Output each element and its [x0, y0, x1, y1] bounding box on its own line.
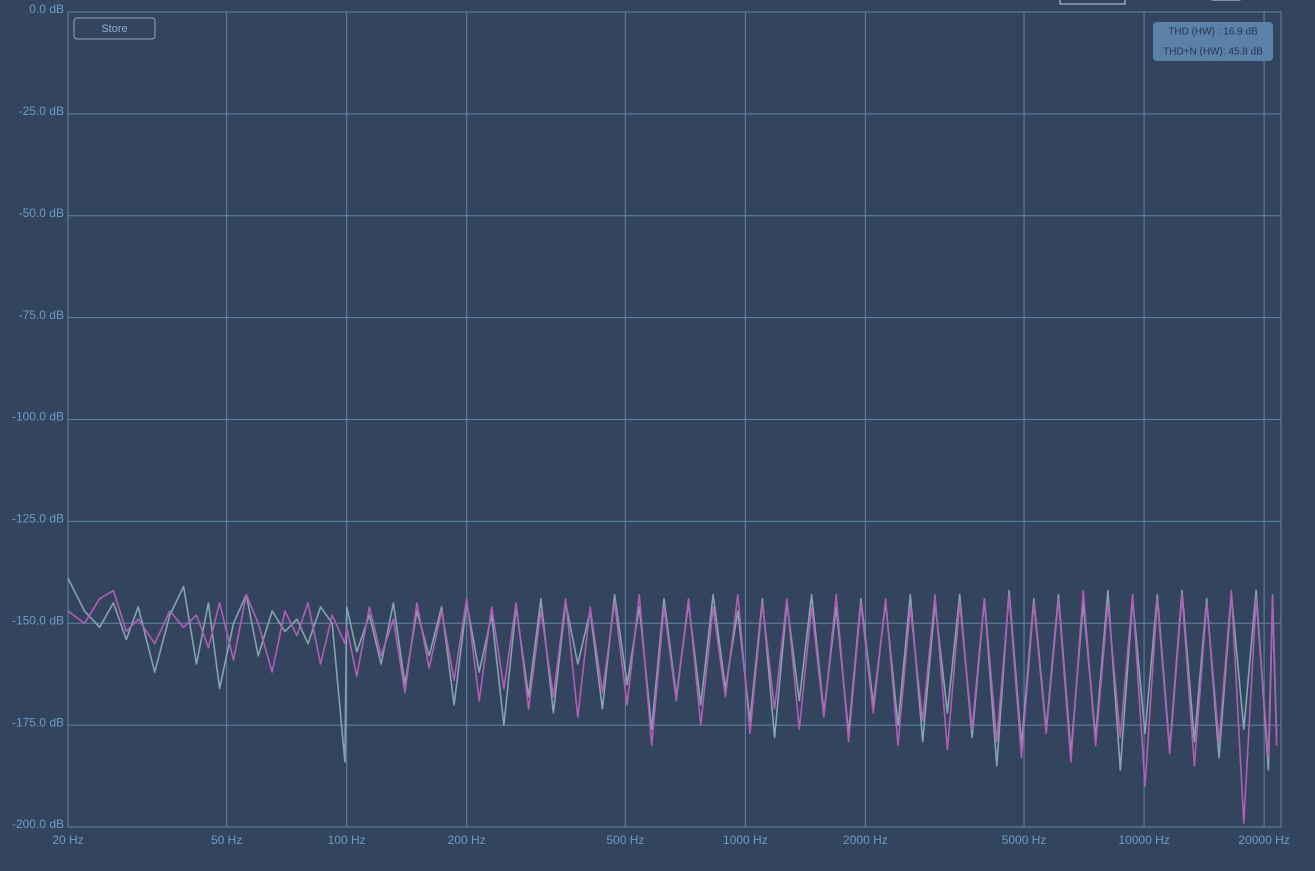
y-tick-label: -125.0 dB: [12, 512, 64, 526]
x-tick-label: 100 Hz: [328, 833, 366, 847]
x-tick-label: 2000 Hz: [843, 833, 888, 847]
y-tick-label: 0.0 dB: [29, 2, 64, 16]
y-tick-label: -50.0 dB: [19, 206, 64, 220]
x-tick-label: 10000 Hz: [1118, 833, 1169, 847]
x-tick-label: 200 Hz: [448, 833, 486, 847]
x-tick-label: 5000 Hz: [1002, 833, 1047, 847]
top-control: [1059, 0, 1126, 5]
y-tick-label: -175.0 dB: [12, 715, 64, 729]
annotation: THD (HW) : 16.9 dB: [1168, 27, 1258, 38]
x-tick-label: 1000 Hz: [723, 833, 768, 847]
y-tick-label: -100.0 dB: [12, 410, 64, 424]
store-button[interactable]: Store: [73, 17, 156, 40]
x-tick-label: 500 Hz: [606, 833, 644, 847]
x-tick-label: 20 Hz: [52, 833, 83, 847]
annotation: THD+N (HW): 45.8 dB: [1163, 47, 1263, 58]
x-tick-label: 50 Hz: [211, 833, 242, 847]
y-tick-label: -150.0 dB: [12, 613, 64, 627]
y-tick-label: -200.0 dB: [12, 817, 64, 831]
button-frame[interactable]: [73, 17, 156, 40]
thd-box: [1153, 22, 1273, 61]
y-tick-label: -25.0 dB: [19, 104, 64, 118]
series-line: [67, 589, 1278, 824]
y-tick-label: -75.0 dB: [19, 308, 64, 322]
x-tick-label: 20000 Hz: [1238, 833, 1289, 847]
button-label[interactable]: Store: [101, 23, 127, 35]
